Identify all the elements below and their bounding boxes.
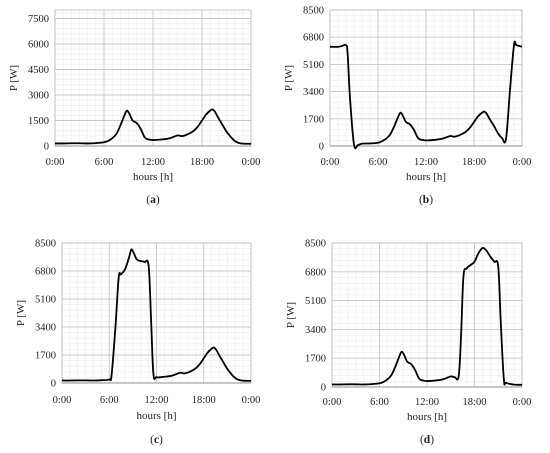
chart-panel-c: 0 1700 3400 5100 6800 8500 0:00 6:00 12:00 18:00 0… [15,239,260,447]
x-tick-label: 18:00 [190,157,214,168]
chart-panel-b: 0 1700 3400 5100 6800 8500 0:00 6:00 12:00 18:00 0… [283,6,531,207]
x-tick-label: 18:00 [462,157,486,168]
y-tick-label: 3400 [303,87,324,98]
panel-label: (a) [146,194,160,206]
panel-label-part: ( [150,434,154,446]
x-tick-label: 12:00 [141,157,165,168]
y-tick-label: 8500 [303,6,324,17]
y-axis-title: P [W] [283,65,295,91]
y-tick-label: 8500 [305,239,326,250]
y-tick-label: 3400 [305,325,326,336]
x-tick-label: 18:00 [192,395,216,406]
panel-label: (b) [419,194,433,206]
panel-label-part: d [424,434,431,446]
panel-label: (d) [420,434,434,446]
major-grid [331,242,523,388]
x-axis-title: hours [h] [136,410,176,422]
panel-label-part: a [150,194,156,206]
y-axis-title: P [W] [285,302,297,328]
x-tick-label: 12:00 [145,395,169,406]
y-tick-label: 0 [319,142,324,153]
x-tick-label: 0:00 [242,157,261,168]
x-tick-label: 0:00 [321,157,340,168]
x-tick-label: 12:00 [414,157,438,168]
x-tick-label: 0:00 [513,157,532,168]
x-tick-label: 6:00 [370,397,389,408]
x-tick-label: 0:00 [242,395,261,406]
y-axis-title: P [W] [15,300,27,326]
y-tick-label: 6800 [35,267,56,278]
x-axis-title: hours [h] [133,171,173,183]
power-series-line [331,246,523,386]
x-tick-label: 0:00 [53,395,72,406]
power-series-line [329,40,523,150]
x-axis-title: hours [h] [406,171,446,183]
panel-label-part: ) [159,434,163,446]
y-tick-label: 0 [44,142,49,153]
x-tick-label: 12:00 [415,397,439,408]
y-tick-label: 6800 [303,33,324,44]
y-tick-label: 0 [321,383,326,394]
y-tick-label: 5100 [303,60,324,71]
x-tick-label: 0:00 [323,397,342,408]
panel-label-part: b [423,194,429,206]
y-tick-label: 1700 [35,351,56,362]
power-series-line [61,248,252,382]
y-tick-label: 1700 [303,114,324,125]
y-axis-title: P [W] [8,65,20,91]
panel-label-part: ) [156,194,160,206]
panel-label-part: ( [420,434,424,446]
x-axis-title: hours [h] [407,411,447,423]
y-tick-label: 1500 [28,116,49,127]
y-tick-label: 6000 [28,40,49,51]
y-tick-label: 1700 [305,354,326,365]
chart-panel-d: 0 1700 3400 5100 6800 8500 0:00 6:00 12:00 18:00 0… [285,239,531,447]
y-tick-label: 6800 [305,267,326,278]
x-tick-label: 18:00 [463,397,487,408]
x-tick-label: 6:00 [95,157,114,168]
y-tick-label: 3000 [28,91,49,102]
x-tick-label: 0:00 [513,397,532,408]
x-tick-label: 0:00 [46,157,65,168]
panel-label-part: ( [146,194,150,206]
panel-label-part: ) [430,434,434,446]
power-series-line [54,108,252,145]
y-tick-label: 0 [51,379,56,390]
y-tick-label: 3400 [35,323,56,334]
x-tick-label: 6:00 [100,395,119,406]
y-tick-label: 4500 [28,65,49,76]
panel-label: (c) [150,434,163,446]
y-tick-label: 5100 [305,296,326,307]
panel-label-part: ( [419,194,423,206]
y-tick-label: 5100 [35,295,56,306]
chart-panel-a: 0 1500 3000 4500 6000 7500 0:00 6:00 12:00 18:00 0… [8,9,261,206]
x-tick-label: 6:00 [369,157,388,168]
panel-label-part: c [154,434,159,446]
y-tick-label: 7500 [28,14,49,25]
panel-label-part: ) [429,194,433,206]
y-tick-label: 8500 [35,239,56,250]
